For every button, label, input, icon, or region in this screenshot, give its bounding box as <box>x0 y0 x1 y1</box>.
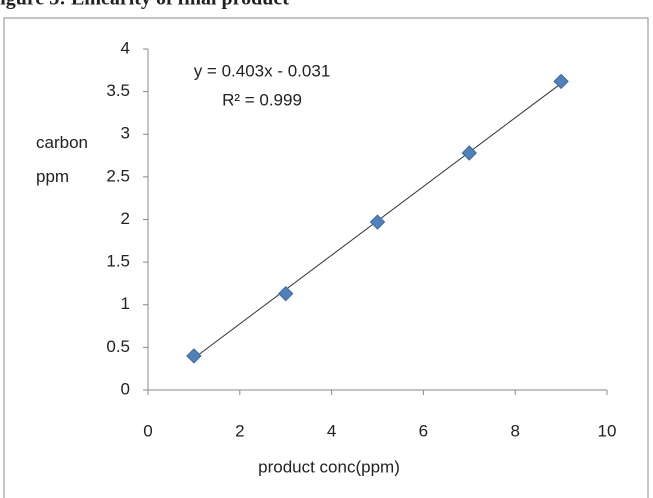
y-tick-label: 0 <box>121 379 130 398</box>
y-tick-label: 3 <box>121 124 130 143</box>
x-tick-label: 6 <box>419 421 428 440</box>
y-axis-label: carbon ppm <box>36 133 88 186</box>
data-point <box>461 145 478 161</box>
y-tick-label: 3.5 <box>106 81 130 100</box>
x-tick-label: 8 <box>510 421 519 440</box>
y-tick-label: 4 <box>121 38 130 57</box>
x-tick-label: 0 <box>143 421 152 440</box>
data-point <box>553 73 569 90</box>
x-axis-label: product conc(ppm) <box>258 457 400 476</box>
data-point <box>186 348 202 364</box>
chart-title: Figure 3: Linearity of final product <box>0 0 289 10</box>
y-tick-label: 2.5 <box>106 166 130 185</box>
y-tick-label: 1.5 <box>106 252 130 271</box>
x-tick-label: 10 <box>598 421 617 440</box>
x-tick-label: 2 <box>235 421 244 440</box>
data-point <box>369 214 386 230</box>
data-point <box>277 285 294 302</box>
trendline-equation: y = 0.403x - 0.031 <box>194 61 331 80</box>
trendline-r2: R² = 0.999 <box>222 90 302 109</box>
y-tick-label: 1 <box>121 294 130 313</box>
y-tick-label: 2 <box>121 209 130 228</box>
y-tick-label: 0.5 <box>106 337 130 356</box>
x-tick-label: 4 <box>327 421 336 440</box>
chart-frame <box>3 17 649 498</box>
